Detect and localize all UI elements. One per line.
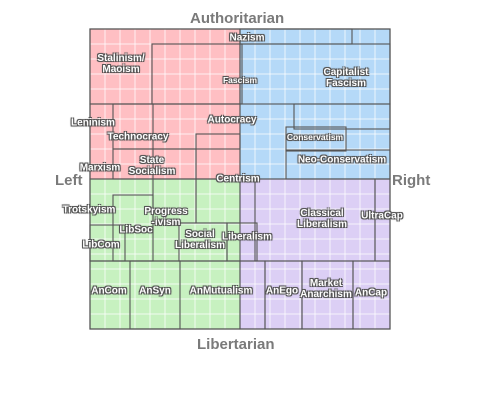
- label-technocracy: Technocracy: [107, 131, 169, 143]
- label-liberalism: Liberalism: [221, 231, 273, 243]
- compass-border: [89, 28, 391, 330]
- ideology-region: [285, 126, 347, 152]
- label-progressivism: Progress -ivism: [144, 206, 188, 228]
- label-centrism: Centrism: [216, 173, 260, 185]
- axis-right-label: Right: [392, 172, 431, 189]
- label-libcom: LibCom: [82, 239, 120, 251]
- label-ultracap: UltraCap: [361, 210, 403, 222]
- axis-bottom-label: Libertarian: [197, 336, 275, 353]
- label-anego: AnEgo: [265, 285, 299, 297]
- label-trotskyism: Trotskyism: [62, 204, 116, 216]
- axis-left-label: Left: [55, 172, 83, 189]
- label-nazism: Nazism: [229, 32, 265, 44]
- label-market-anarchism: Market Anarchism: [300, 278, 352, 300]
- label-anmutualism: AnMutualism: [189, 285, 253, 297]
- label-fascism: Fascism: [222, 75, 258, 85]
- label-capitalist-fascism: Capitalist Fascism: [323, 67, 369, 89]
- ideology-region: [152, 178, 197, 224]
- label-neo-conservatism: Neo-Conservatism: [297, 154, 387, 166]
- label-marxism: Marxism: [79, 162, 121, 174]
- label-stalinism-maoism: Stalinism/ Maoism: [97, 53, 145, 75]
- label-ancom: AnCom: [91, 285, 127, 297]
- label-ansyn: AnSyn: [139, 285, 171, 297]
- axis-top-label: Authoritarian: [190, 10, 285, 27]
- label-conservatism: Conservatism: [286, 132, 344, 142]
- label-libsoc: LibSoc: [119, 224, 153, 236]
- label-leninism: Leninism: [71, 117, 115, 129]
- label-autocracy: Autocracy: [207, 114, 257, 126]
- label-ancap: AnCap: [354, 287, 388, 299]
- label-state-socialism: State Socialism: [128, 155, 176, 177]
- label-social-liberalism: Social Liberalism: [174, 229, 226, 251]
- label-classical-liberalism: Classical Liberalism: [296, 208, 348, 230]
